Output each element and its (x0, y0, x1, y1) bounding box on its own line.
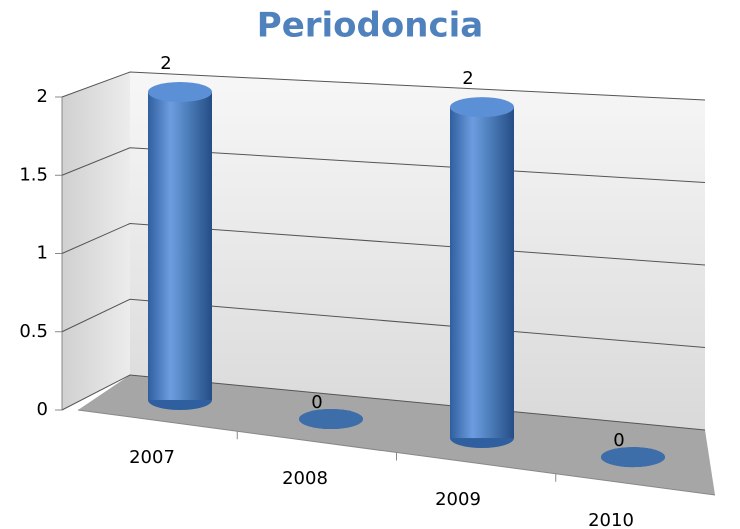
x-tick-label: 2008 (282, 468, 328, 489)
cylinder-top (601, 447, 665, 468)
y-tick-label: 2 (37, 86, 48, 107)
back-wall (130, 72, 705, 430)
cylinder (148, 82, 212, 410)
side-wall (62, 72, 130, 410)
cylinder-top (299, 409, 363, 430)
data-label: 0 (311, 392, 322, 413)
cylinder (601, 447, 665, 468)
x-tick-label: 2009 (435, 489, 481, 510)
cylinder-body (148, 92, 212, 400)
y-tick-label: 1 (37, 243, 48, 264)
cylinder-top (450, 97, 514, 118)
y-tick-label: 1.5 (19, 164, 48, 185)
data-label: 2 (462, 68, 473, 89)
data-label: 2 (160, 53, 171, 74)
cylinder-body (450, 107, 514, 439)
cylinder (299, 409, 363, 430)
x-tick-label: 2007 (129, 447, 175, 468)
grid-line (61, 71, 706, 101)
data-label: 0 (613, 430, 624, 451)
cylinder (450, 97, 514, 449)
y-tick-label: 0.5 (19, 321, 48, 342)
x-tick-label: 2010 (588, 510, 634, 529)
floor (78, 375, 715, 495)
chart-title: Periodoncia (257, 6, 483, 46)
y-tick-label: 0 (37, 399, 48, 420)
cylinder-top (148, 82, 212, 102)
